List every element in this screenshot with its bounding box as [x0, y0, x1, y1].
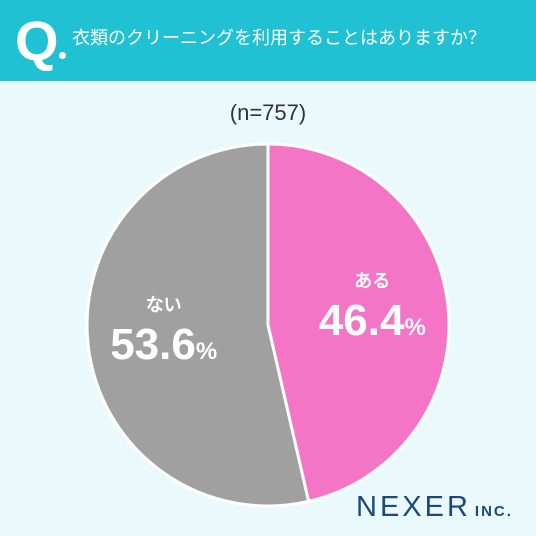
- logo-main-text: NEXER: [356, 491, 471, 523]
- question-text: 衣類のクリーニングを利用することはありますか？: [72, 28, 486, 49]
- pie-slice-0: [266, 142, 451, 503]
- nexer-logo: NEXER INC.: [356, 490, 513, 524]
- slice-unit-0: %: [404, 314, 425, 341]
- q-mark: Q: [15, 9, 59, 72]
- question-header: Q 衣類のクリーニングを利用することはありますか？: [0, 0, 536, 81]
- slice-label-0: ある: [354, 271, 390, 292]
- q-dot: [59, 52, 66, 59]
- sample-size: (n=757): [229, 100, 307, 125]
- pie-slice-1: [85, 142, 311, 508]
- slice-label-1: ない: [146, 295, 182, 316]
- slice-unit-1: %: [196, 338, 217, 365]
- logo-sub-text: INC.: [474, 503, 513, 520]
